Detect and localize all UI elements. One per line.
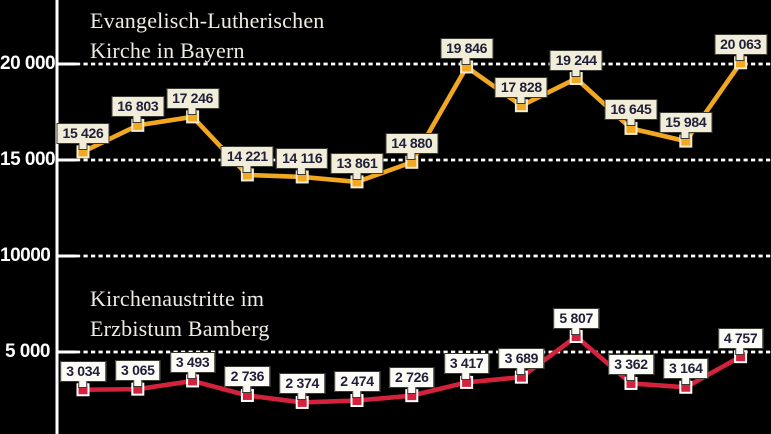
data-point-label: 3 689 [498,348,545,376]
data-point-label: 3 493 [169,351,216,379]
data-point-label: 2 474 [334,371,380,399]
data-point-label: 4 757 [717,327,764,355]
label-pointer-notch [680,132,690,140]
label-pointer-notch [406,386,416,394]
data-point-label: 3 362 [608,354,654,382]
label-pointer-notch [626,119,635,127]
series-annotation-evangelical: Evangelisch-Lutherischen Kirche in Bayer… [90,6,325,66]
label-pointer-notch [242,165,252,173]
data-point-label: 15 984 [659,112,713,140]
y-axis-label: 5 000 [4,341,51,362]
y-axis-label: 15 000 [0,149,56,170]
data-point-label: 13 861 [330,152,384,180]
label-pointer-notch [571,327,581,335]
data-point-label: 2 736 [224,366,271,394]
data-point-label: 14 221 [220,145,274,173]
annotation-line: Kirche in Bayern [90,38,245,63]
label-pointer-notch [516,368,526,376]
label-pointer-notch [352,172,361,180]
annotation-line: Evangelisch-Lutherischen [90,8,325,33]
data-point-label: 2 374 [279,373,325,401]
data-point-label: 3 417 [443,353,490,381]
label-pointer-notch [351,391,361,399]
series-annotation-bamberg: Kirchenaustritte im Erzbistum Bamberg [90,284,270,344]
label-pointer-notch [516,96,526,104]
label-pointer-notch [187,371,197,379]
data-point-label: 20 063 [714,33,768,61]
data-point-label: 14 880 [385,133,439,161]
label-pointer-notch [132,116,142,124]
label-pointer-notch [625,374,635,382]
annotation-line: Kirchenaustritte im [90,286,265,311]
label-pointer-notch [735,347,745,355]
data-point-label: 14 116 [276,147,329,175]
data-point-label: 16 803 [111,96,165,124]
label-pointer-notch [297,167,307,175]
label-pointer-notch [78,142,87,150]
data-point-label: 17 246 [166,87,220,115]
data-point-label: 5 807 [553,307,599,335]
label-pointer-notch [297,393,307,401]
data-point-label: 3 034 [60,360,106,388]
label-pointer-notch [77,380,87,388]
label-pointer-notch [242,386,252,394]
data-point-label: 15 426 [56,122,110,150]
label-pointer-notch [461,57,471,65]
data-point-label: 16 645 [604,99,658,127]
y-axis-label: 20 000 [0,53,56,74]
data-point-label: 17 828 [494,76,548,104]
label-pointer-notch [680,378,690,386]
label-pointer-notch [571,69,581,77]
data-point-label: 2 726 [389,366,435,394]
y-axis-label: 10000 [0,245,51,266]
label-pointer-notch [735,53,745,61]
label-pointer-notch [461,373,471,381]
data-point-label: 3 164 [663,358,709,386]
label-pointer-notch [187,107,197,115]
annotation-line: Erzbistum Bamberg [90,316,270,341]
label-pointer-notch [406,153,416,161]
data-point-label: 19 244 [549,49,603,77]
data-point-label: 3 065 [115,360,161,388]
label-pointer-notch [132,380,142,388]
data-point-label: 19 846 [440,37,494,65]
